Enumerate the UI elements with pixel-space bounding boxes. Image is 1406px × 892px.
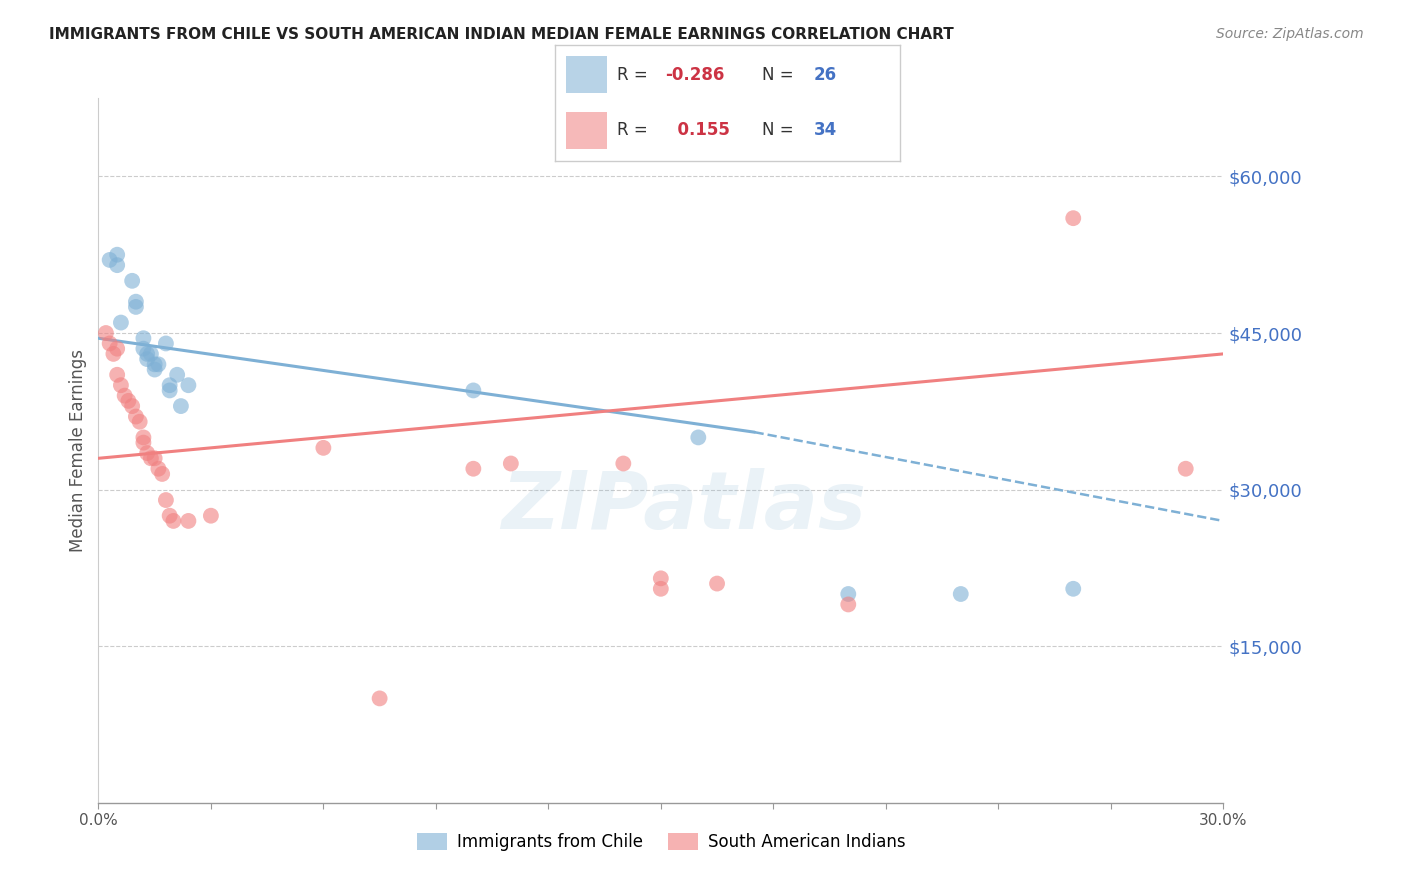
Point bbox=[114, 389, 136, 403]
Point bbox=[159, 508, 181, 523]
Point bbox=[136, 347, 159, 361]
Point bbox=[105, 248, 128, 262]
Text: 26: 26 bbox=[814, 66, 837, 84]
Legend: Immigrants from Chile, South American Indians: Immigrants from Chile, South American In… bbox=[409, 826, 912, 858]
Point bbox=[105, 368, 128, 382]
Point bbox=[94, 326, 117, 340]
Point bbox=[837, 587, 859, 601]
Point bbox=[1062, 582, 1084, 596]
Point bbox=[117, 393, 139, 408]
Point bbox=[148, 461, 170, 475]
Point bbox=[837, 598, 859, 612]
Text: N =: N = bbox=[762, 66, 799, 84]
Point bbox=[103, 347, 125, 361]
Point bbox=[132, 435, 155, 450]
Point bbox=[110, 316, 132, 330]
Y-axis label: Median Female Earnings: Median Female Earnings bbox=[69, 349, 87, 552]
Point bbox=[121, 274, 143, 288]
Point bbox=[155, 493, 177, 508]
Text: R =: R = bbox=[617, 66, 654, 84]
Point bbox=[139, 451, 162, 466]
Point bbox=[159, 378, 181, 392]
Text: N =: N = bbox=[762, 121, 799, 139]
Point bbox=[312, 441, 335, 455]
Text: 34: 34 bbox=[814, 121, 837, 139]
Point bbox=[98, 252, 121, 267]
Point bbox=[143, 357, 166, 371]
Point bbox=[105, 342, 128, 356]
Point bbox=[136, 352, 159, 367]
Point bbox=[150, 467, 173, 481]
Text: 0.155: 0.155 bbox=[665, 121, 730, 139]
Point bbox=[155, 336, 177, 351]
Point bbox=[706, 576, 728, 591]
Point bbox=[170, 399, 193, 413]
Point bbox=[136, 446, 159, 460]
Point bbox=[110, 378, 132, 392]
Point bbox=[650, 571, 672, 585]
Text: ZIPatlas: ZIPatlas bbox=[501, 467, 866, 546]
Point bbox=[166, 368, 188, 382]
Point bbox=[132, 331, 155, 345]
Point bbox=[688, 430, 710, 444]
Point bbox=[1174, 461, 1197, 475]
Point bbox=[159, 384, 181, 398]
Point bbox=[125, 294, 148, 309]
Point bbox=[499, 457, 522, 471]
Point bbox=[1062, 211, 1084, 226]
Point bbox=[463, 461, 485, 475]
Point bbox=[125, 409, 148, 424]
FancyBboxPatch shape bbox=[565, 112, 607, 149]
Point bbox=[650, 582, 672, 596]
Point bbox=[105, 258, 128, 272]
Text: IMMIGRANTS FROM CHILE VS SOUTH AMERICAN INDIAN MEDIAN FEMALE EARNINGS CORRELATIO: IMMIGRANTS FROM CHILE VS SOUTH AMERICAN … bbox=[49, 27, 953, 42]
Point bbox=[139, 347, 162, 361]
Text: Source: ZipAtlas.com: Source: ZipAtlas.com bbox=[1216, 27, 1364, 41]
Point bbox=[368, 691, 391, 706]
Point bbox=[125, 300, 148, 314]
Text: R =: R = bbox=[617, 121, 654, 139]
Point bbox=[98, 336, 121, 351]
Point bbox=[132, 342, 155, 356]
FancyBboxPatch shape bbox=[565, 56, 607, 94]
Point bbox=[132, 430, 155, 444]
Point bbox=[612, 457, 634, 471]
Point bbox=[200, 508, 222, 523]
Text: -0.286: -0.286 bbox=[665, 66, 725, 84]
Point bbox=[162, 514, 184, 528]
Point bbox=[143, 451, 166, 466]
Point bbox=[463, 384, 485, 398]
Point bbox=[949, 587, 972, 601]
Point bbox=[121, 399, 143, 413]
Point bbox=[177, 514, 200, 528]
Point bbox=[148, 357, 170, 371]
Point bbox=[177, 378, 200, 392]
Point bbox=[128, 415, 150, 429]
Point bbox=[143, 362, 166, 376]
